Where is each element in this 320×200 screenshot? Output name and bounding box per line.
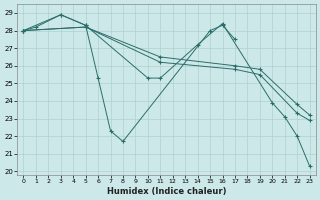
X-axis label: Humidex (Indice chaleur): Humidex (Indice chaleur) <box>107 187 226 196</box>
